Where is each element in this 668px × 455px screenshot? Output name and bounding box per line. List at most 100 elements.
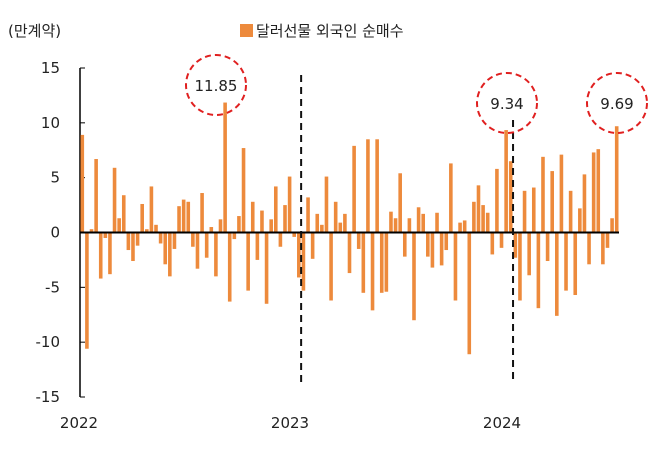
data-bar — [278, 232, 283, 247]
data-bar — [172, 232, 177, 249]
data-bar — [264, 232, 269, 304]
peak-highlight-circle — [476, 72, 538, 134]
data-bar — [476, 185, 481, 233]
data-bar — [195, 232, 200, 269]
data-bar — [191, 232, 195, 247]
y-tick-label: 0 — [50, 224, 60, 242]
y-tick-label: 15 — [41, 59, 60, 77]
data-bar — [163, 232, 168, 265]
peak-highlight-circle — [586, 72, 648, 134]
data-bar — [564, 232, 568, 291]
data-bar — [154, 224, 158, 233]
data-bar — [426, 232, 430, 257]
data-bar — [292, 232, 297, 237]
data-bar — [587, 232, 591, 265]
data-bar — [513, 232, 518, 258]
data-bar — [204, 232, 209, 258]
data-bar — [439, 232, 444, 266]
y-tick-label: -15 — [36, 388, 61, 406]
data-bar — [481, 205, 485, 233]
data-bar — [361, 232, 366, 293]
data-bar — [531, 187, 536, 233]
data-bar — [462, 220, 467, 233]
data-bar — [103, 232, 108, 238]
data-bar — [121, 195, 126, 233]
data-bar — [458, 222, 462, 233]
data-bar — [297, 232, 301, 278]
data-bar — [89, 229, 94, 233]
data-bar — [379, 232, 384, 293]
x-tick-label: 2023 — [271, 414, 309, 432]
data-bar — [260, 210, 264, 233]
legend-label: 달러선물 외국인 순매수 — [256, 22, 404, 40]
data-bar — [366, 139, 370, 233]
data-bar — [522, 190, 527, 233]
data-bar — [568, 190, 573, 233]
data-bar — [601, 232, 605, 265]
data-bar — [241, 148, 246, 233]
data-bar — [555, 232, 559, 316]
y-tick-label: -10 — [36, 333, 61, 351]
data-bar — [393, 218, 398, 233]
data-bar — [320, 224, 324, 233]
peak-value-label: 9.69 — [600, 95, 633, 113]
data-bar — [444, 232, 449, 251]
data-bar — [108, 232, 112, 275]
data-bar — [333, 201, 338, 233]
data-bar — [421, 213, 426, 233]
data-bar — [495, 168, 499, 233]
data-bar — [375, 139, 379, 233]
data-bar — [112, 167, 117, 233]
data-bar — [499, 232, 504, 248]
data-bar — [343, 213, 347, 233]
data-bar — [209, 227, 214, 233]
data-bar — [315, 213, 320, 233]
data-bar — [227, 232, 232, 302]
data-bar — [527, 232, 531, 276]
data-bar — [504, 130, 508, 233]
data-bar — [614, 126, 619, 233]
peak-highlight-circle — [185, 54, 247, 116]
data-bar — [591, 152, 596, 233]
data-bar — [449, 163, 453, 233]
data-bar — [398, 173, 402, 233]
data-bar — [232, 232, 237, 240]
data-bar — [559, 154, 564, 233]
legend: 달러선물 외국인 순매수 — [240, 20, 404, 41]
data-bar — [384, 232, 389, 292]
data-bar — [85, 232, 89, 349]
data-bar — [467, 232, 472, 355]
data-bar — [131, 232, 135, 262]
peak-value-label: 9.34 — [490, 95, 523, 113]
data-bar — [246, 232, 250, 291]
data-bar — [255, 232, 260, 260]
data-bar — [536, 232, 541, 309]
data-bar — [200, 193, 204, 233]
data-bar — [412, 232, 416, 321]
data-bar — [389, 211, 393, 233]
data-bar — [435, 212, 439, 233]
data-bar — [301, 232, 306, 291]
data-bar — [145, 229, 149, 233]
data-bar — [453, 232, 458, 301]
data-bar — [485, 212, 490, 233]
data-bar — [416, 207, 421, 233]
data-bar — [407, 218, 412, 233]
data-bar — [356, 232, 361, 249]
data-bar — [149, 186, 154, 233]
data-bar — [402, 232, 407, 257]
data-bar — [158, 232, 163, 244]
data-bar — [237, 216, 241, 233]
data-bar — [214, 232, 218, 277]
data-bar — [508, 161, 513, 233]
data-bar — [126, 232, 131, 251]
x-tick-label: 2024 — [483, 414, 521, 432]
data-bar — [98, 232, 103, 279]
data-bar — [168, 232, 172, 277]
peak-value-label: 11.85 — [195, 77, 238, 95]
data-bar — [117, 218, 121, 233]
data-bar — [578, 208, 582, 233]
data-bar — [518, 232, 522, 301]
data-bar — [273, 186, 278, 233]
y-tick-label: 10 — [41, 114, 60, 132]
